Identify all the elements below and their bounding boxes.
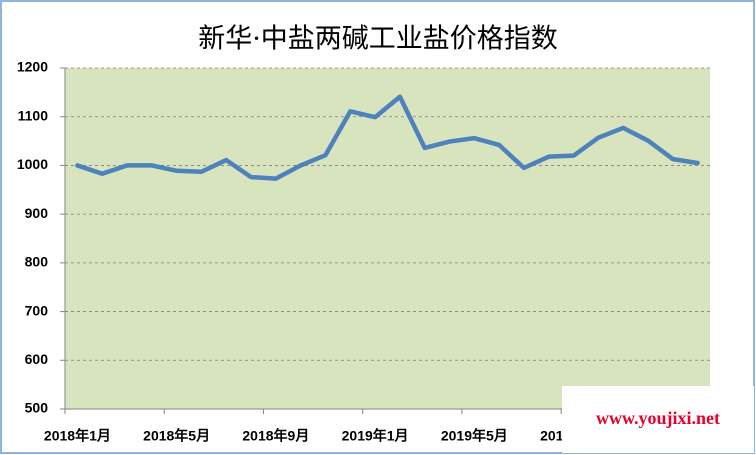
- y-tick-label: 1200: [17, 59, 48, 75]
- x-tick-label: 2018年5月: [143, 428, 210, 444]
- watermark: www.youjixi.net: [596, 408, 720, 428]
- series-line: [75, 94, 700, 181]
- y-tick-label: 1100: [18, 107, 49, 123]
- y-tick-label: 900: [25, 205, 49, 221]
- x-tick-label: 2019年1月: [342, 428, 409, 444]
- y-tick-label: 500: [25, 400, 49, 416]
- watermark-bg: [562, 386, 754, 453]
- x-tick-label: 2019年5月: [441, 428, 508, 444]
- x-tick-label: 2018年9月: [242, 428, 309, 444]
- chart-title: 新华·中盐两碱工业盐价格指数: [198, 24, 558, 55]
- y-tick-label: 600: [25, 351, 49, 367]
- plot-area: [65, 68, 710, 409]
- y-tick-label: 700: [25, 302, 49, 318]
- y-tick-label: 1000: [17, 156, 48, 172]
- x-tick-label: 2018年1月: [44, 428, 111, 444]
- y-tick-label: 800: [25, 254, 49, 270]
